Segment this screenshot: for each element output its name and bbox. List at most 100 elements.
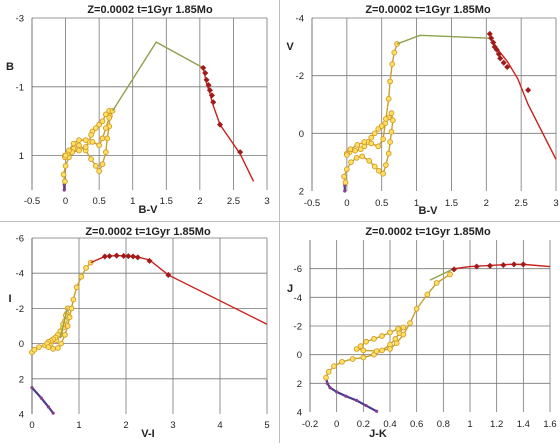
- loop-point-marker: [103, 125, 109, 131]
- start-point-marker: [335, 390, 339, 394]
- x-axis-label: V-I: [141, 428, 154, 440]
- loop-point-marker: [354, 142, 361, 148]
- y-axis-label: V: [286, 41, 294, 53]
- loop-point-marker: [400, 324, 407, 331]
- loop-point-marker: [373, 348, 380, 354]
- chart-title: Z=0.0002 t=1Gyr 1.85Mo: [365, 226, 491, 238]
- loop-point-marker: [62, 178, 68, 185]
- loop-point-marker: [344, 152, 350, 158]
- diamond-marker: [113, 252, 120, 259]
- loop-point-marker: [99, 118, 106, 125]
- diamond-marker: [203, 76, 210, 83]
- loop-point-marker: [103, 149, 109, 156]
- panel-divider: [0, 221, 560, 222]
- tick-labels: -0.5 0 0.5 1 1.5 2 2.5 3 -3 -1 1: [16, 14, 270, 208]
- x-tick-label: 1: [414, 198, 419, 209]
- diamond-marker: [473, 263, 480, 270]
- loop-point-marker: [360, 354, 367, 361]
- y-tick-label: 0: [299, 129, 304, 140]
- diamond-marker: [510, 261, 518, 268]
- start-point-marker: [30, 386, 34, 390]
- x-tick-label: 0.4: [383, 419, 396, 430]
- loop-point-marker: [393, 340, 400, 347]
- loop-point-marker: [387, 329, 393, 336]
- loop-point-marker: [66, 314, 73, 321]
- loop-point-marker: [341, 173, 347, 180]
- loop-point-marker: [424, 291, 431, 298]
- loop-point-marker: [68, 305, 75, 312]
- loop-point-marker: [447, 271, 453, 278]
- diamond-marker: [200, 64, 207, 71]
- chart-panel-j: -0.2 0 0.2 0.4 0.6 0.8 1 1.2 1.4 1.6 -6 -4 -2 0 2 4 Z=0…: [280, 222, 560, 443]
- x-tick-label: 1.4: [517, 419, 530, 430]
- diamond-marker: [216, 121, 224, 128]
- loop-point-marker: [433, 280, 440, 286]
- start-point-marker: [46, 405, 51, 409]
- loop-point-marker: [323, 374, 329, 381]
- loop-point-marker: [375, 143, 382, 150]
- chart-title: Z=0.0002 t=1Gyr 1.85Mo: [365, 4, 491, 16]
- loop-point-marker: [395, 326, 401, 332]
- x-axis-label: B-V: [419, 205, 439, 217]
- loop-point-marker: [371, 336, 377, 342]
- diamond-marker: [525, 87, 532, 94]
- loop-point-marker: [96, 168, 102, 174]
- x-tick-label: 1: [467, 419, 472, 430]
- diamond-marker: [493, 46, 500, 53]
- tick-labels: -0.5 0 0.5 1 1.5 2 2.5 3 -4 -2 0 2: [296, 14, 559, 210]
- chart-title: Z=0.0002 t=1Gyr 1.85Mo: [85, 226, 211, 238]
- loop-point-marker: [96, 142, 102, 149]
- loop-point-marker: [363, 338, 369, 345]
- loop-point-marker: [387, 139, 393, 145]
- diamond-marker: [500, 59, 507, 66]
- y-tick-label: -6: [294, 264, 302, 275]
- loop-point-marker: [371, 130, 378, 137]
- x-tick-label: -0.5: [24, 196, 40, 207]
- chart-svg: -0.5 0 0.5 1 1.5 2 2.5 3 -4 -2 0 2 Z=0.0002 t=1Gyr …: [286, 4, 559, 217]
- loop-point-marker: [76, 137, 82, 143]
- x-axis-label: B-V: [139, 204, 159, 216]
- diamond-marker: [500, 262, 507, 269]
- loop-point-marker: [380, 170, 386, 177]
- x-tick-label: 2.5: [515, 198, 528, 209]
- x-tick-label: 1.5: [160, 196, 173, 207]
- link-series-line: [396, 34, 490, 45]
- loop-point-marker: [407, 320, 413, 326]
- grid: [31, 237, 268, 414]
- x-tick-label: 1.6: [543, 419, 556, 430]
- x-tick-label: 3: [553, 198, 558, 209]
- start-point-marker: [343, 189, 347, 193]
- start-point-marker: [364, 403, 368, 408]
- link-series-line: [111, 41, 204, 112]
- y-tick-label: 0: [297, 350, 302, 361]
- loop-point-marker: [391, 49, 398, 56]
- x-tick-label: 0.2: [357, 419, 370, 430]
- y-tick-label: 2: [297, 379, 302, 390]
- loop-point-marker: [36, 344, 42, 350]
- y-tick-label: -1: [16, 82, 24, 93]
- series-layer: [323, 261, 551, 413]
- loop-point-marker: [388, 110, 395, 117]
- chart-svg: -0.2 0 0.2 0.4 0.6 0.8 1 1.2 1.4 1.6 -6 -4 -2 0 2 4 Z=0…: [287, 226, 557, 440]
- loop-point-marker: [383, 116, 389, 122]
- y-tick-label: -2: [296, 71, 304, 82]
- y-tick-label: 4: [19, 410, 24, 421]
- x-tick-label: 3: [264, 196, 269, 207]
- y-tick-label: 0: [19, 339, 24, 350]
- diamond-marker: [210, 99, 217, 106]
- loop-point-marker: [413, 305, 420, 312]
- loop-point-marker: [62, 152, 69, 159]
- y-tick-label: -4: [294, 293, 302, 304]
- start-series-line: [31, 386, 55, 414]
- x-tick-label: 1: [130, 196, 135, 207]
- loop-point-marker: [376, 167, 382, 174]
- diamond-marker: [206, 87, 213, 94]
- loop-point-marker: [62, 331, 68, 338]
- loop-point-marker: [339, 358, 345, 365]
- loop-point-marker: [348, 159, 354, 166]
- x-tick-label: 3: [170, 420, 175, 431]
- loop-point-marker: [400, 331, 407, 338]
- loop-point-marker: [50, 346, 57, 352]
- loop-point-marker: [368, 134, 375, 141]
- diamond-marker: [237, 149, 244, 156]
